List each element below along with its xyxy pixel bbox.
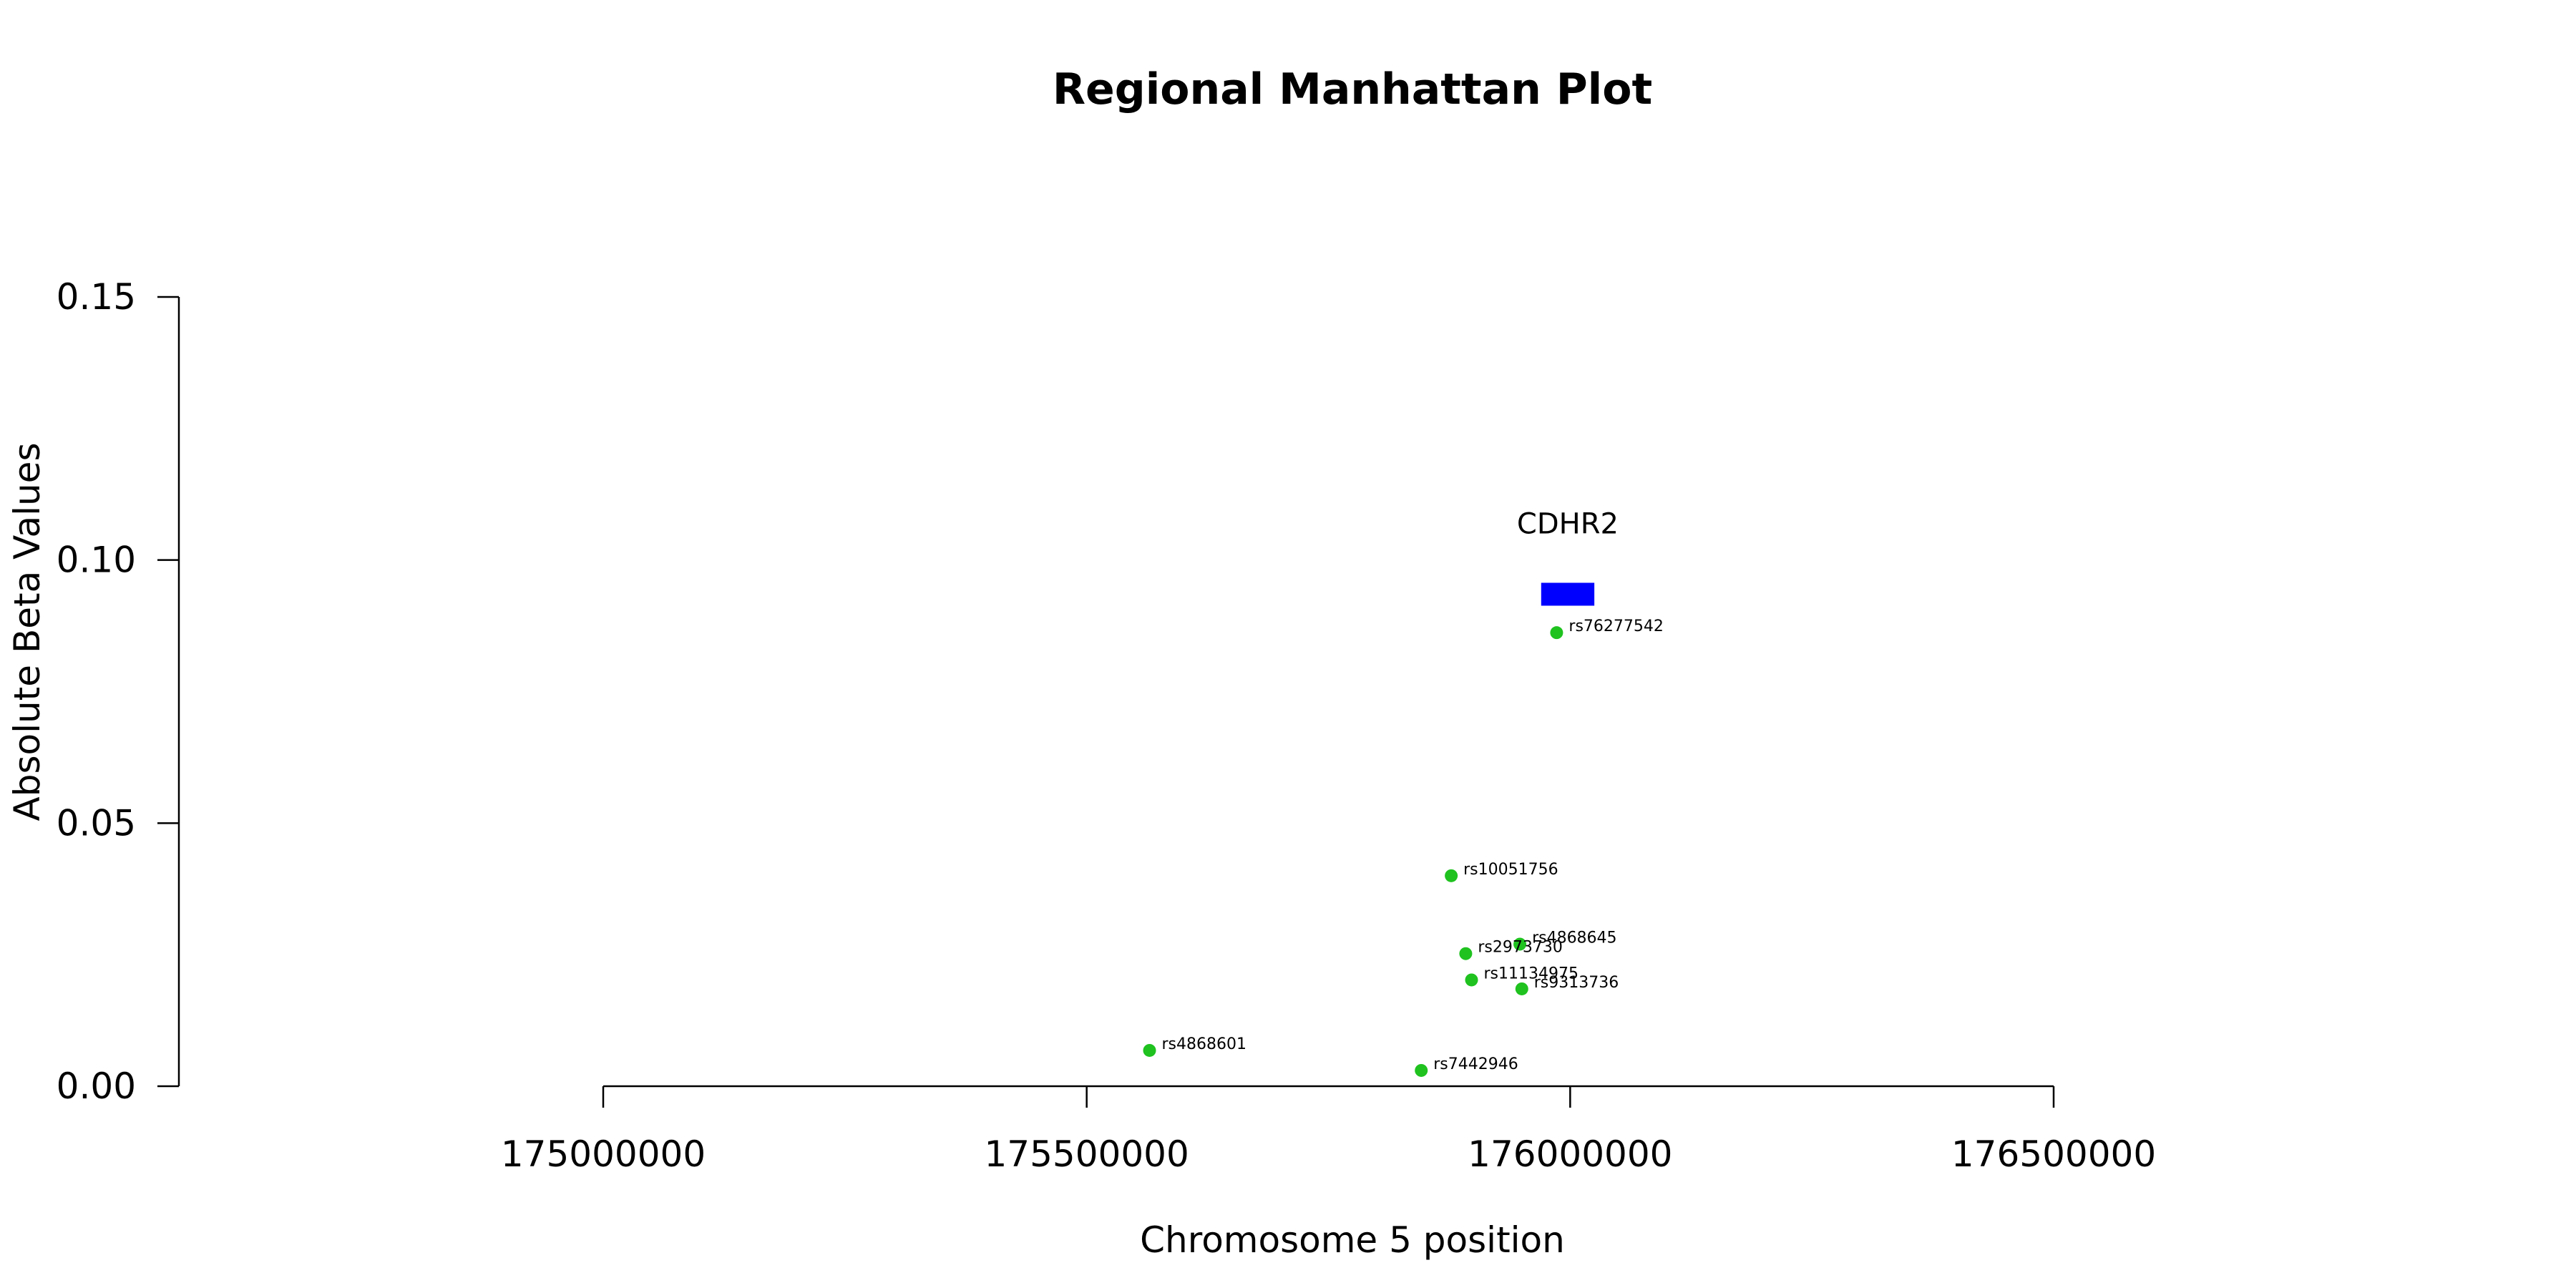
- snp-point: [1445, 869, 1458, 882]
- y-axis: 0.00 0.05 0.10 0.15: [57, 276, 180, 1107]
- gene-box: [1541, 582, 1595, 606]
- y-tick-label: 0.10: [57, 540, 136, 581]
- chart-title: Regional Manhattan Plot: [1053, 64, 1652, 114]
- snp-label: rs4868601: [1162, 1035, 1247, 1053]
- snp-label: rs4868645: [1532, 929, 1617, 947]
- snp-point: [1513, 937, 1527, 951]
- snp-point: [1459, 947, 1473, 960]
- y-tick-label: 0.05: [57, 802, 136, 844]
- snp-point: [1515, 982, 1528, 995]
- x-tick-label: 176500000: [1951, 1133, 2156, 1175]
- gene-track: CDHR2: [1517, 507, 1619, 606]
- snp-label: rs76277542: [1568, 618, 1663, 635]
- snp-label: rs2973730: [1478, 939, 1563, 957]
- snp-label: rs9313736: [1534, 974, 1619, 992]
- y-tick-label: 0.00: [57, 1065, 136, 1107]
- snp-point: [1415, 1063, 1428, 1077]
- x-tick-label: 176000000: [1468, 1133, 1672, 1175]
- snp-point: [1143, 1043, 1156, 1057]
- snp-label: rs11134975: [1483, 965, 1578, 982]
- y-axis-label: Absolute Beta Values: [6, 443, 48, 821]
- x-axis: 175000000 175500000 176000000 176500000: [501, 1085, 2156, 1175]
- snp-label: rs10051756: [1463, 861, 1558, 879]
- snp-point: [1550, 626, 1563, 640]
- gene-label: CDHR2: [1517, 507, 1619, 540]
- x-tick-label: 175500000: [985, 1133, 1189, 1175]
- snp-label: rs7442946: [1433, 1055, 1518, 1073]
- snp-point: [1465, 973, 1478, 987]
- x-tick-label: 175000000: [501, 1133, 706, 1175]
- y-tick-label: 0.15: [57, 276, 136, 318]
- x-axis-label: Chromosome 5 position: [1140, 1219, 1565, 1261]
